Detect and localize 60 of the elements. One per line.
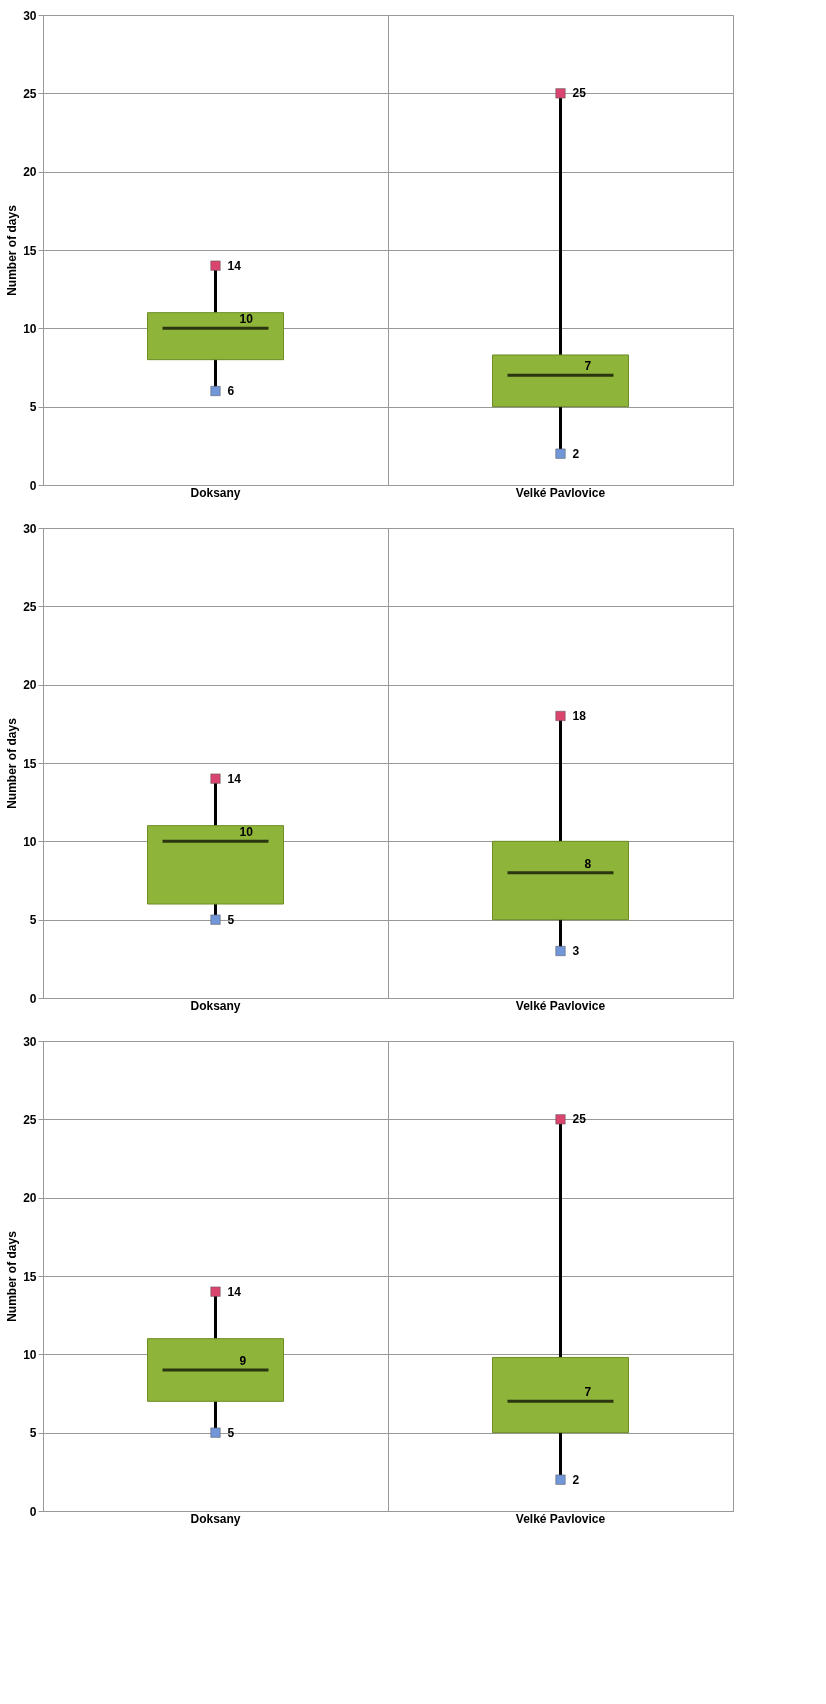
y-tick-label: 25 — [23, 599, 37, 614]
point — [555, 946, 566, 956]
y-tick-label: 30 — [23, 521, 37, 536]
y-tick-label: 25 — [23, 1112, 37, 1127]
y-tick-label: 10 — [23, 321, 37, 336]
annotation: 3 — [572, 944, 580, 958]
y-tick-label: 20 — [23, 165, 37, 180]
y-tick-label: 0 — [29, 991, 37, 1006]
y-tick-label: 5 — [29, 400, 37, 415]
point — [210, 386, 221, 396]
point — [555, 88, 566, 99]
y-tick-label: 5 — [29, 913, 37, 928]
point — [210, 1427, 221, 1438]
annotation: 14 — [227, 1284, 242, 1299]
annotation: 5 — [227, 912, 235, 927]
annotation: 14 — [227, 771, 242, 786]
point — [555, 1474, 566, 1485]
annotation: 6 — [227, 384, 235, 398]
x-tick-label: Velké Pavlovice — [515, 1511, 606, 1526]
x-tick-label: Doksany — [190, 485, 241, 500]
y-tick-label: 5 — [29, 1426, 37, 1441]
y-tick-label: 30 — [23, 1034, 37, 1049]
annotation: 14 — [227, 258, 242, 273]
y-tick-label: 0 — [29, 1504, 37, 1519]
y-tick-label: 20 — [23, 678, 37, 693]
x-tick-label: Velké Pavlovice — [515, 998, 606, 1013]
x-tick-label: Velké Pavlovice — [515, 485, 606, 500]
y-tick-label: 0 — [29, 478, 37, 493]
y-tick-label: 30 — [23, 8, 37, 23]
annotation: 25 — [572, 1112, 587, 1127]
point — [555, 1114, 566, 1125]
y-tick-label: 15 — [23, 756, 37, 771]
y-axis-title: Number of days — [5, 717, 20, 809]
y-tick-label: 20 — [23, 1191, 37, 1206]
annotation: 8 — [584, 856, 592, 871]
point — [210, 773, 221, 784]
y-axis-title: Number of days — [5, 1230, 20, 1322]
y-tick-label: 10 — [23, 1347, 37, 1362]
y-tick-label: 10 — [23, 834, 37, 849]
annotation: 7 — [584, 359, 592, 374]
annotation: 10 — [239, 312, 254, 327]
x-tick-label: Doksany — [190, 1511, 241, 1526]
point — [555, 711, 566, 721]
annotation: 9 — [239, 1354, 247, 1368]
annotation: 2 — [572, 1472, 580, 1487]
y-tick-label: 15 — [23, 1269, 37, 1284]
point — [555, 448, 566, 459]
y-tick-label: 25 — [23, 86, 37, 101]
annotation: 25 — [572, 86, 587, 101]
y-axis-title: Number of days — [5, 204, 20, 296]
point — [210, 914, 221, 925]
point — [210, 260, 221, 271]
annotation: 10 — [239, 825, 254, 840]
annotation: 5 — [227, 1425, 235, 1440]
annotation: 2 — [572, 446, 580, 461]
point — [210, 1286, 221, 1297]
annotation: 18 — [572, 709, 587, 723]
annotation: 7 — [584, 1385, 592, 1400]
x-tick-label: Doksany — [190, 998, 241, 1013]
y-tick-label: 15 — [23, 243, 37, 258]
